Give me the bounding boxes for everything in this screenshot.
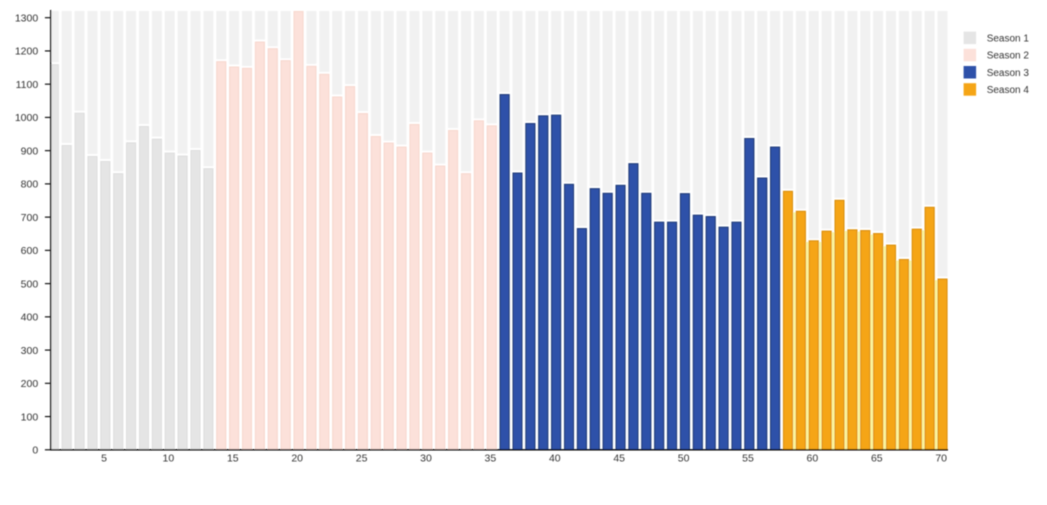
svg-text:Season 3: Season 3 [987,68,1030,79]
svg-text:55: 55 [742,453,754,465]
svg-text:800: 800 [21,179,39,191]
svg-text:5: 5 [101,453,107,465]
svg-text:10: 10 [163,453,175,465]
svg-text:500: 500 [21,278,39,290]
svg-text:1100: 1100 [16,79,39,91]
svg-text:Season 2: Season 2 [987,51,1030,62]
svg-text:1200: 1200 [15,46,39,58]
svg-text:40: 40 [549,453,561,465]
svg-text:Season 1: Season 1 [987,33,1030,44]
svg-text:200: 200 [21,378,39,390]
svg-text:45: 45 [613,453,625,465]
svg-text:30: 30 [420,453,432,465]
svg-text:1300: 1300 [15,13,39,25]
svg-text:65: 65 [871,453,883,465]
svg-text:300: 300 [21,345,39,357]
svg-text:15: 15 [227,453,239,465]
svg-text:50: 50 [678,453,690,465]
svg-text:35: 35 [485,453,497,465]
svg-text:0: 0 [32,445,38,457]
svg-text:700: 700 [21,212,39,224]
svg-text:100: 100 [21,411,39,423]
svg-text:400: 400 [21,312,39,324]
svg-text:600: 600 [21,245,39,257]
svg-text:70: 70 [935,453,947,465]
svg-text:20: 20 [291,453,303,465]
svg-text:Season 4: Season 4 [987,85,1030,96]
svg-text:1000: 1000 [15,112,39,124]
svg-text:900: 900 [21,145,39,157]
svg-text:25: 25 [356,453,368,465]
svg-text:60: 60 [807,453,819,465]
